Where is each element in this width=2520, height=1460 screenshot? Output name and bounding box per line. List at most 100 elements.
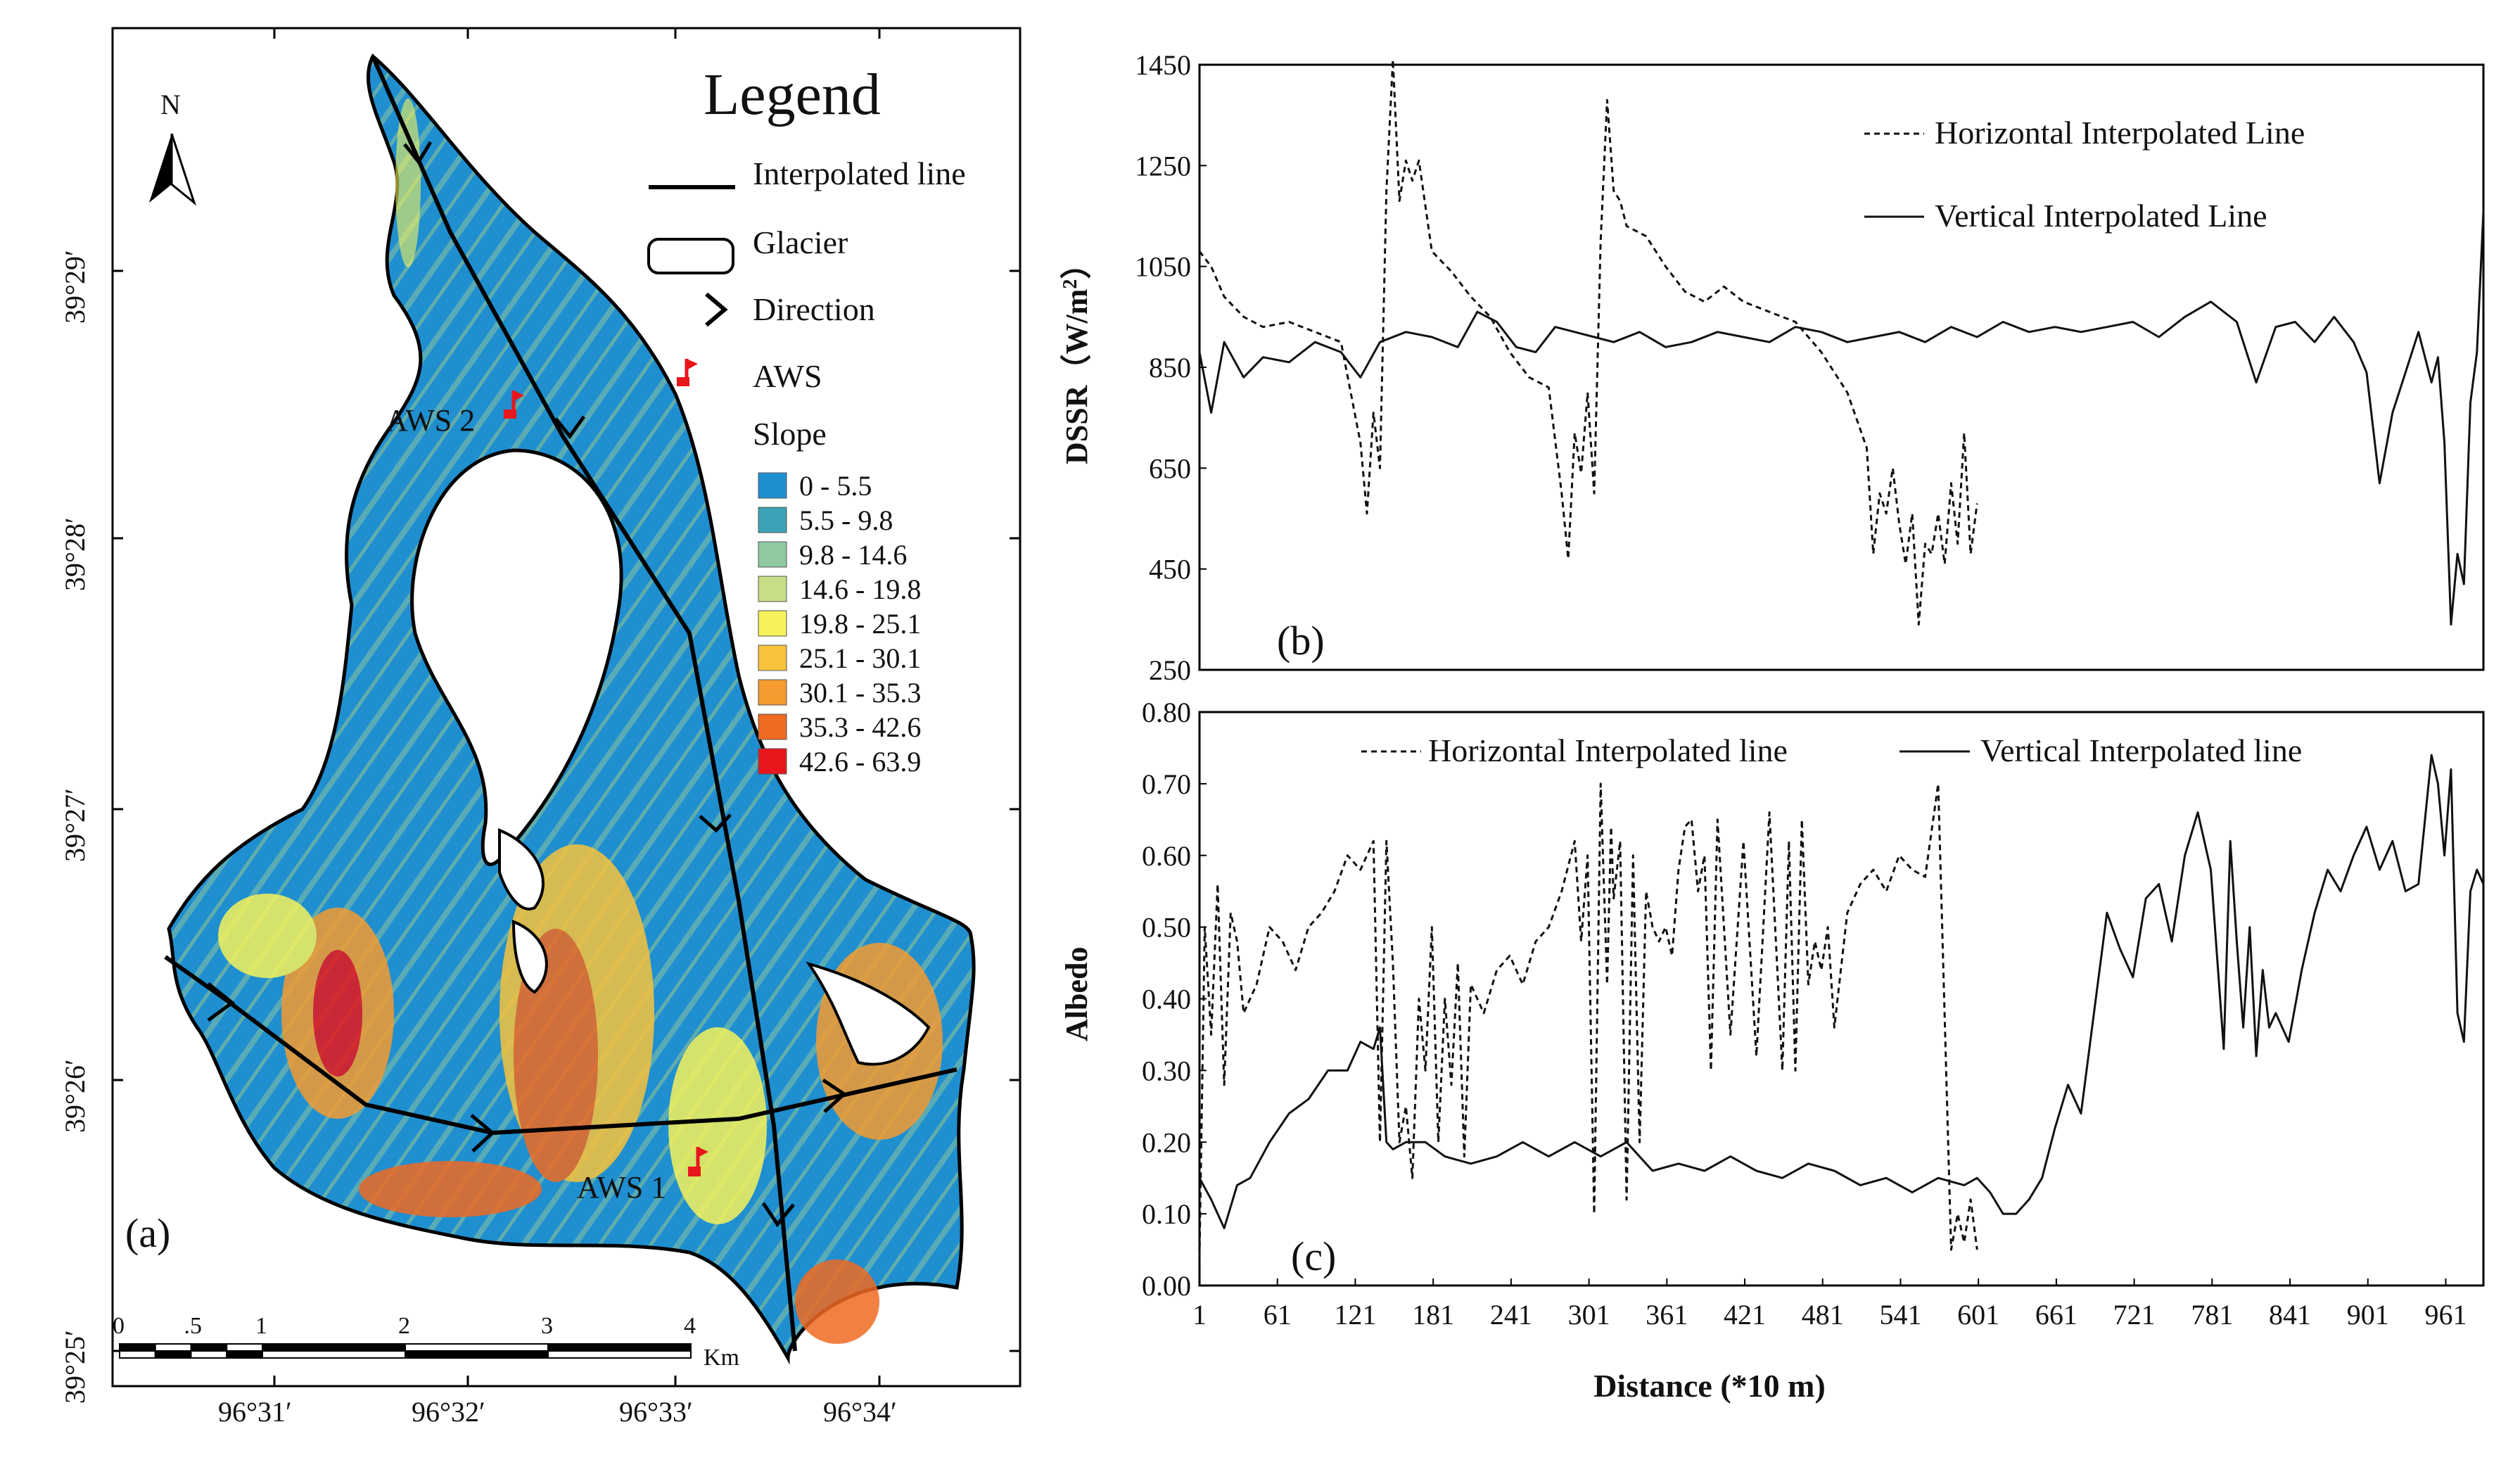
legend-slope-title: Slope <box>753 416 827 452</box>
lon-label: 96°33′ <box>619 1396 693 1428</box>
slope-class-label: 19.8 - 25.1 <box>799 608 921 640</box>
slope-class-label: 30.1 - 35.3 <box>799 677 921 709</box>
horizontal-series-line <box>1198 782 1978 1257</box>
slope-swatch <box>758 748 787 775</box>
x-tick-label: 361 <box>1646 1299 1688 1331</box>
slope-class-label: 5.5 - 9.8 <box>799 504 893 536</box>
scale-segment <box>262 1343 406 1352</box>
x-tick-label: 421 <box>1724 1299 1766 1331</box>
horizontal-series-line <box>1198 58 1978 626</box>
slope-swatch <box>758 679 787 706</box>
x-tick-label: 241 <box>1490 1299 1532 1331</box>
scale-segment <box>190 1350 228 1359</box>
y-tick-label: 1050 <box>1135 251 1191 283</box>
lat-label: 39°29′ <box>59 250 91 324</box>
x-tick-label: 781 <box>2191 1299 2233 1331</box>
y-tick-label: 0.20 <box>1142 1126 1191 1158</box>
aws2-flag <box>504 391 524 419</box>
scale-tick-label: .5 <box>184 1313 203 1339</box>
scale-bar: 0 .5 1 2 3 4 Km <box>113 1313 739 1371</box>
y-axis-label-sup: 2 <box>1059 279 1081 289</box>
direction-arrows <box>207 141 848 1228</box>
scale-segment <box>405 1350 549 1359</box>
x-tick-label: 181 <box>1412 1299 1454 1331</box>
dssr-chart: 250 450 650 850 1050 1250 1450 (b) Horizontal In… <box>1059 49 2485 686</box>
map-coordinates: 39°29′ 39°28′ 39°27′ 39°26′ 39°25′ 96°31′ 96°3… <box>59 28 1020 1428</box>
y-tick-label: 0.40 <box>1142 984 1191 1015</box>
chart-panel-label: (c) <box>1291 1233 1336 1279</box>
scale-unit: Km <box>704 1345 739 1371</box>
scale-segment <box>547 1343 692 1352</box>
y-tick-label: 850 <box>1149 352 1191 383</box>
slope-class-label: 0 - 5.5 <box>799 470 872 502</box>
lon-label: 96°32′ <box>412 1396 485 1428</box>
north-arrow-icon <box>149 134 172 203</box>
slope-swatch <box>758 713 787 740</box>
north-arrow: N <box>149 89 197 206</box>
y-axis-label-end: ） <box>1059 248 1094 279</box>
slope-swatch <box>758 645 787 671</box>
slope-swatch <box>758 541 787 568</box>
chart-panel-label: (b) <box>1277 618 1325 664</box>
scale-segment <box>226 1343 263 1352</box>
slope-swatch <box>758 576 787 602</box>
slope-class-label: 25.1 - 30.1 <box>799 642 921 674</box>
lat-label: 39°26′ <box>59 1059 91 1133</box>
legend-label: Vertical Interpolated line <box>1980 732 2302 768</box>
map-panel-label: (a) <box>125 1210 170 1256</box>
scale-tick-label: 0 <box>113 1313 125 1339</box>
scale-tick-label: 1 <box>255 1313 267 1339</box>
y-tick-label: 1450 <box>1135 49 1191 81</box>
slope-swatch <box>758 472 787 499</box>
y-tick-label: 0.10 <box>1142 1198 1191 1230</box>
x-tick-label: 661 <box>2035 1299 2077 1331</box>
y-tick-label: 0.00 <box>1142 1270 1191 1302</box>
lat-label: 39°25′ <box>59 1330 91 1404</box>
plot-frame <box>1198 711 2485 1287</box>
x-tick-label: 61 <box>1264 1299 1292 1331</box>
slope-class-label: 42.6 - 63.9 <box>799 746 921 777</box>
horizontal-interpolated-line <box>164 955 957 1136</box>
scale-segment <box>154 1350 192 1359</box>
legend-title: Legend <box>704 62 881 127</box>
legend-interpolated-line: Interpolated line <box>753 155 966 191</box>
slope-legend: 0 - 5.55.5 - 9.89.8 - 14.614.6 - 19.819.… <box>758 470 921 777</box>
x-axis-label: Distance (*10 m) <box>1593 1368 1826 1404</box>
plot-frame <box>1198 63 2485 671</box>
y-axis-label-main: DSSR（W/m <box>1059 289 1094 464</box>
x-tick-label: 541 <box>1879 1299 1921 1331</box>
y-tick-label: 0.70 <box>1142 768 1191 800</box>
scale-segment <box>190 1343 228 1352</box>
legend-direction: Direction <box>753 291 875 327</box>
y-tick-label: 650 <box>1149 452 1191 484</box>
legend-aws: AWS <box>753 358 822 394</box>
y-tick-label: 250 <box>1149 654 1191 686</box>
scale-tick-label: 3 <box>541 1313 553 1339</box>
slope-swatch <box>758 610 787 637</box>
x-tick-label: 721 <box>2113 1299 2156 1331</box>
aws1-flag <box>688 1147 708 1176</box>
scale-segment <box>154 1343 192 1352</box>
x-tick-label: 841 <box>2269 1299 2311 1331</box>
map-legend: Legend Interpolated line Glacier Directi… <box>647 62 966 777</box>
scale-tick-label: 2 <box>398 1313 410 1339</box>
y-tick-label: 0.50 <box>1142 912 1191 944</box>
x-tick-label: 481 <box>1802 1299 1844 1331</box>
legend-aws-icon <box>677 359 698 386</box>
vertical-series-line <box>1198 210 2485 626</box>
scale-segment <box>405 1343 549 1352</box>
x-tick-label: 1 <box>1192 1299 1207 1331</box>
legend-label: Horizontal Interpolated Line <box>1935 115 2305 151</box>
lat-label: 39°27′ <box>59 788 91 862</box>
scale-segment <box>119 1350 156 1359</box>
slope-swatch <box>758 507 787 533</box>
y-tick-label: 0.30 <box>1142 1055 1191 1086</box>
vertical-interpolated-line <box>371 55 797 1352</box>
y-tick-label: 0.60 <box>1142 840 1191 872</box>
legend-label: Vertical Interpolated Line <box>1935 198 2267 234</box>
albedo-chart: 0.00 0.10 0.20 0.30 0.40 0.50 0.60 0.70 0.80 1 61 1… <box>1059 697 2485 1404</box>
nunatak-right <box>806 961 931 1066</box>
slope-class-label: 35.3 - 42.6 <box>799 711 921 743</box>
